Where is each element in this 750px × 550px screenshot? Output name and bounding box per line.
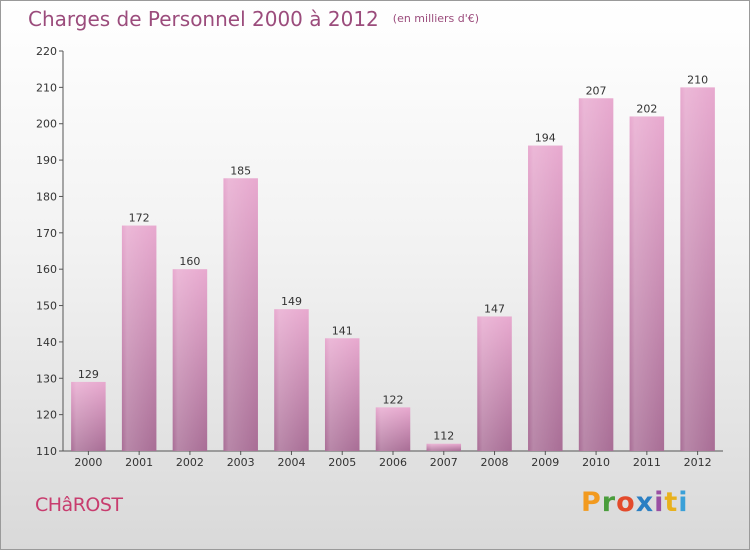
y-axis: 110 120 130 140 150 160 170 180 190 200 210 220 [36, 45, 64, 458]
bar-highlight [680, 87, 715, 451]
logo-letter: r [601, 487, 617, 518]
place-name: CHâROST [35, 494, 123, 516]
bar-highlight [71, 381, 106, 451]
x-tick-label: 2003 [227, 456, 255, 469]
y-tick-label: 210 [36, 81, 57, 94]
x-axis: 2000 2001 2002 2003 2004 2005 2006 2007 2008 2009… [63, 450, 723, 469]
y-tick-label: 160 [36, 263, 57, 276]
y-tick-label: 140 [36, 336, 57, 349]
bar-highlight [172, 269, 208, 451]
x-tick-label: 2000 [74, 456, 102, 469]
value-label: 207 [586, 84, 607, 97]
x-tick-label: 2012 [684, 456, 712, 469]
value-label: 129 [78, 368, 99, 381]
value-label: 172 [129, 212, 150, 225]
y-tick-label: 200 [36, 118, 57, 131]
x-tick-label: 2006 [379, 456, 407, 469]
x-tick-label: 2011 [633, 456, 661, 469]
bars: 129 172 160 185 149 141 122 112 147 194 207 202 210 [71, 73, 715, 452]
bar-highlight [223, 178, 258, 452]
y-tick-label: 220 [36, 45, 57, 58]
bar-highlight [629, 116, 665, 452]
x-tick-label: 2009 [531, 456, 559, 469]
logo-letter: t [664, 487, 679, 518]
y-tick-label: 150 [36, 300, 57, 313]
x-tick-label: 2005 [328, 456, 356, 469]
x-tick-label: 2001 [125, 456, 153, 469]
x-tick-label: 2004 [277, 456, 305, 469]
value-label: 185 [230, 164, 251, 177]
bar-highlight [121, 225, 157, 451]
y-tick-label: 120 [36, 409, 57, 422]
bar-highlight [528, 145, 563, 451]
value-label: 202 [636, 102, 657, 115]
proxiti-logo[interactable]: Proxiti [581, 487, 689, 518]
value-label: 194 [535, 132, 556, 145]
x-tick-label: 2007 [430, 456, 458, 469]
y-tick-label: 110 [36, 445, 57, 458]
logo-letter: i [654, 487, 665, 518]
logo-letter: x [635, 487, 655, 518]
x-tick-label: 2008 [481, 456, 509, 469]
bar-highlight [578, 98, 614, 451]
bar-highlight [477, 316, 512, 451]
value-label: 141 [332, 324, 353, 337]
chart-subtitle: (en milliers d'€) [392, 12, 480, 25]
y-tick-label: 180 [36, 190, 57, 203]
value-label: 122 [383, 393, 404, 406]
value-label: 149 [281, 295, 302, 308]
x-tick-label: 2002 [176, 456, 204, 469]
y-tick-label: 170 [36, 227, 57, 240]
bar-highlight [375, 407, 411, 451]
title-text: Charges de Personnel 2000 à 2012 [28, 7, 379, 31]
chart-title: Charges de Personnel 2000 à 2012 (en mill… [28, 7, 479, 31]
value-label: 210 [687, 73, 708, 86]
logo-letter: i [678, 487, 689, 518]
logo-letter: o [616, 487, 636, 518]
x-tick-label: 2010 [582, 456, 610, 469]
value-label: 112 [433, 430, 454, 443]
value-label: 147 [484, 302, 505, 315]
y-tick-label: 130 [36, 372, 57, 385]
y-tick-label: 190 [36, 154, 57, 167]
bar-highlight [324, 338, 360, 451]
logo-letter: P [581, 487, 602, 518]
bar-highlight [274, 309, 309, 451]
value-label: 160 [179, 255, 200, 268]
bar-highlight [426, 443, 462, 451]
